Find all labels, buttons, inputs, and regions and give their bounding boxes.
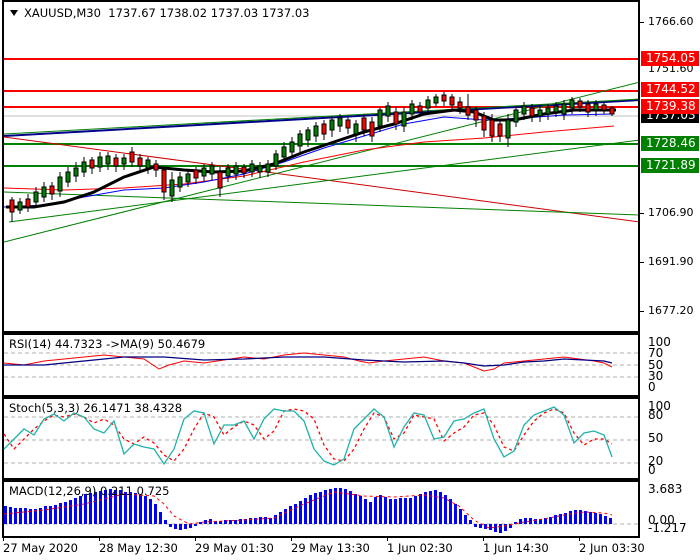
main-chart-panel[interactable]: XAUUSD,M30 1737.67 1738.02 1737.03 1737.… xyxy=(2,0,640,333)
macd-level: -1.217 xyxy=(648,521,687,535)
stoch-level: 80 xyxy=(648,408,664,422)
price-tick: 1766.60 xyxy=(648,15,694,28)
symbol-timeframe: XAUUSD,M30 xyxy=(24,6,101,20)
triangle-down-icon[interactable] xyxy=(10,10,18,16)
price-tag-support-2: 1721.89 xyxy=(641,158,699,173)
rsi-level: 100 xyxy=(648,335,671,349)
rsi-panel[interactable]: RSI(14) 44.7323 ->MA(9) 50.4679 xyxy=(2,333,640,397)
time-label: 28 May 12:30 xyxy=(99,541,178,555)
candles xyxy=(9,92,615,222)
price-axis: 1766.60 1751.60 1706.90 1691.90 1677.20 … xyxy=(640,0,700,333)
macd-title: MACD(12,26,9) 0.211 0.725 xyxy=(9,484,170,498)
macd-panel[interactable]: MACD(12,26,9) 0.211 0.725 xyxy=(2,480,640,538)
macd-plot xyxy=(4,488,638,533)
price-tick: 1691.90 xyxy=(648,255,694,268)
time-label: 1 Jun 02:30 xyxy=(387,541,453,555)
time-label: 27 May 2020 xyxy=(3,541,78,555)
stoch-plot xyxy=(4,406,638,466)
time-label: 2 Jun 03:30 xyxy=(579,541,645,555)
time-label: 29 May 13:30 xyxy=(291,541,370,555)
macd-histogram xyxy=(4,488,612,533)
price-tag-resistance-2: 1744.52 xyxy=(641,82,699,97)
macd-axis: 3.683 0.00 -1.217 xyxy=(640,480,700,538)
rsi-level: 70 xyxy=(648,346,664,360)
price-tag-resistance-1: 1754.05 xyxy=(641,51,699,66)
stoch-level: 50 xyxy=(648,431,664,445)
stoch-panel[interactable]: Stoch(5,3,3) 26.1471 38.4328 xyxy=(2,397,640,480)
stoch-level: 0 xyxy=(648,463,656,477)
stoch-level: 20 xyxy=(648,454,664,468)
macd-level: 0.00 xyxy=(648,513,675,527)
rsi-title: RSI(14) 44.7323 ->MA(9) 50.4679 xyxy=(9,337,206,351)
price-tick: 1677.20 xyxy=(648,304,694,317)
stoch-axis: 100 80 50 20 0 xyxy=(640,397,700,480)
price-tag-resistance-3: 1739.38 xyxy=(641,99,699,114)
rsi-level: 0 xyxy=(648,380,656,394)
price-tick: 1706.90 xyxy=(648,206,694,219)
rsi-level: 50 xyxy=(648,358,664,372)
rsi-axis: 100 70 50 30 0 xyxy=(640,333,700,397)
time-label: 29 May 01:30 xyxy=(195,541,274,555)
stoch-title: Stoch(5,3,3) 26.1471 38.4328 xyxy=(9,401,183,415)
time-label: 1 Jun 14:30 xyxy=(483,541,549,555)
rsi-plot xyxy=(4,352,638,378)
stoch-level: 100 xyxy=(648,399,671,413)
macd-level: 3.683 xyxy=(648,482,683,496)
chart-title: XAUUSD,M30 1737.67 1738.02 1737.03 1737.… xyxy=(10,6,309,20)
price-plot xyxy=(4,58,638,243)
price-tag-support-1: 1728.46 xyxy=(641,136,699,151)
rsi-level: 30 xyxy=(648,369,664,383)
ohlc-values: 1737.67 1738.02 1737.03 1737.03 xyxy=(108,6,310,20)
